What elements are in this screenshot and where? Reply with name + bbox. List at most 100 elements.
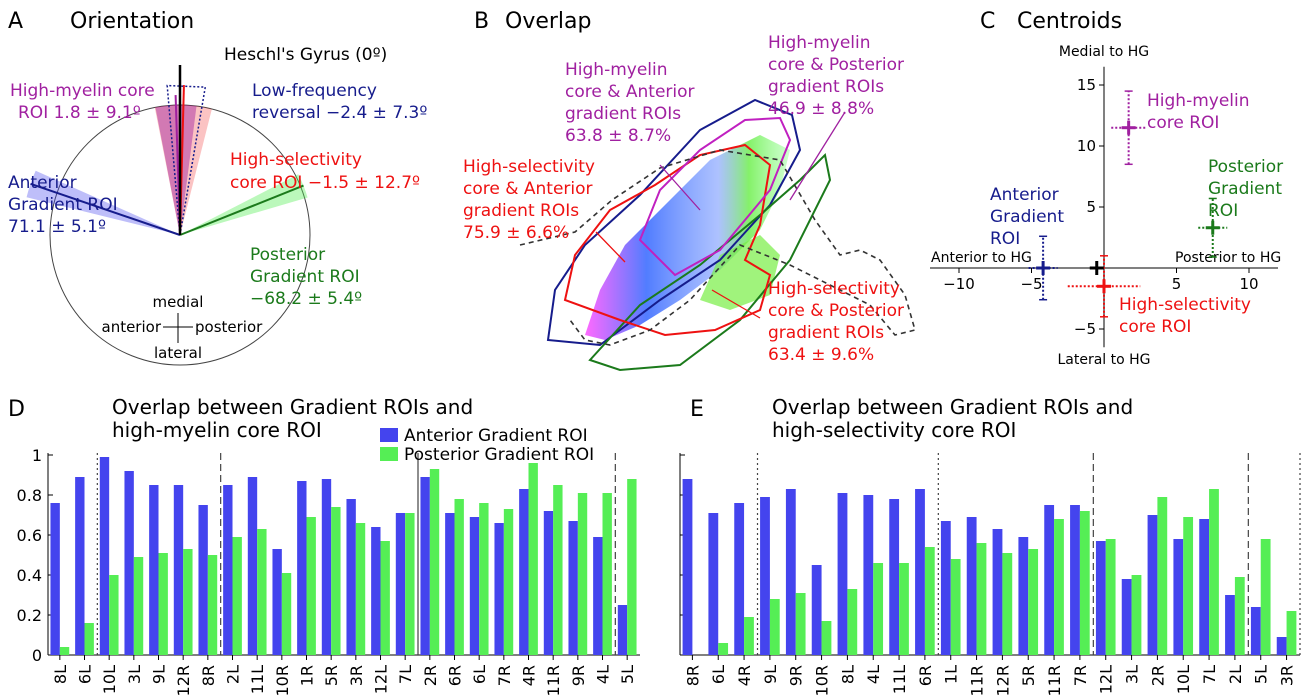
chartD-y-tick-label: 0.6: [17, 526, 42, 545]
leader-selectivity-anterior: [595, 231, 626, 263]
bar-anterior-2R: [1147, 515, 1158, 655]
heschls-gyrus-outline: [519, 149, 916, 346]
bar-posterior-2R: [429, 469, 440, 655]
compass-lateral: lateral: [154, 344, 202, 362]
bar-posterior-8R: [207, 555, 218, 655]
x-tick-label-5R: 5R: [322, 665, 341, 686]
x-tick-label-1L: 1L: [942, 665, 961, 684]
x-tick-label-8L: 8L: [838, 665, 857, 684]
bar-anterior-6R: [445, 513, 455, 655]
x-tick-label-2L: 2L: [1226, 665, 1245, 684]
x-tick-label-12L: 12L: [372, 665, 391, 694]
bar-posterior-9L: [769, 599, 780, 655]
c-posterior-label-2: Gradient: [1208, 179, 1282, 199]
bar-posterior-9R: [577, 493, 588, 655]
panel-b: B Overlap High-myelin core & Anterior gr…: [463, 9, 916, 372]
x-tick-label-3R: 3R: [347, 665, 366, 686]
bar-posterior-3L: [133, 557, 144, 655]
bar-anterior-3L: [124, 471, 134, 655]
bar-posterior-3R: [355, 523, 366, 655]
x-tick-label-7L: 7L: [396, 665, 415, 684]
lateral-to-hg: Lateral to HG: [1057, 352, 1150, 368]
myelin-posterior-4: 46.9 ± 8.8%: [768, 99, 874, 119]
myelin-label-1: High-myelin core: [10, 81, 155, 101]
c-anterior-label-1: Anterior: [990, 185, 1059, 205]
bar-posterior-5L: [627, 479, 637, 655]
bar-anterior-12R: [992, 529, 1003, 655]
lowfreq-label-2: reversal −2.4 ± 7.3º: [252, 103, 427, 123]
x-tick-label-11R: 11R: [1045, 665, 1064, 696]
chartD-y-tick-label: 1: [32, 446, 42, 465]
bar-anterior-4R: [734, 503, 745, 655]
selectivity-core-outline: [563, 143, 772, 337]
bar-posterior-9R: [795, 593, 806, 655]
bar-posterior-4R: [744, 617, 754, 655]
bar-posterior-6L: [84, 623, 94, 655]
c-selectivity-label-2: core ROI: [1119, 317, 1191, 337]
x-tick-label-2L: 2L: [224, 665, 243, 684]
x-tick-label-11R: 11R: [544, 665, 563, 696]
bar-posterior-11L: [899, 563, 909, 655]
bar-posterior-7L: [405, 513, 415, 655]
leader-myelin-anterior: [659, 164, 701, 211]
panel-e: E Overlap between Gradient ROIs and high…: [679, 395, 1301, 696]
legend-label-anterior: Anterior Gradient ROI: [404, 426, 588, 446]
bar-posterior-3L: [1131, 575, 1142, 655]
compass-anterior: anterior: [102, 318, 162, 336]
x-tick-label-2R: 2R: [1148, 665, 1167, 686]
posterior-angle-line: [179, 184, 304, 236]
anterior-label-2: Gradient ROI: [8, 195, 118, 215]
compass-posterior: posterior: [195, 318, 263, 336]
bar-chart-d: 0 0.2 0.4 0.6 0.8 1 8L 6L 10L 3L 9L 12R 8R 2L 11L 10R 1R…: [17, 446, 640, 696]
posterior-label-1: Posterior: [250, 245, 325, 265]
bar-anterior-9L: [760, 497, 770, 655]
x-tick-label-12R: 12R: [993, 665, 1012, 696]
x-tick-label-3L: 3L: [125, 665, 144, 684]
bar-posterior-8L: [59, 647, 70, 655]
x-tick-label-6L: 6L: [470, 665, 489, 684]
myelin-anterior-2: core & Anterior: [565, 82, 695, 102]
x-tick-label-10R: 10R: [813, 665, 832, 696]
bar-posterior-12R: [183, 549, 193, 655]
c-y-tick-label: 5: [1086, 198, 1096, 216]
bar-posterior-2L: [1234, 577, 1245, 655]
compass-medial: medial: [153, 293, 204, 311]
orientation-wedges: [26, 65, 308, 236]
bar-posterior-5R: [1028, 549, 1039, 655]
bar-anterior-9R: [568, 521, 578, 655]
x-tick-label-4R: 4R: [735, 665, 754, 686]
c-y-tick-label: 10: [1077, 137, 1096, 155]
bar-posterior-3R: [1286, 611, 1297, 655]
x-tick-label-8R: 8R: [199, 665, 218, 686]
bar-anterior-3R: [1276, 637, 1287, 655]
c-myelin-label-1: High-myelin: [1147, 91, 1250, 111]
bar-anterior-10R: [811, 565, 822, 655]
anterior-label-3: 71.1 ± 5.1º: [8, 217, 106, 237]
bar-anterior-6R: [915, 489, 925, 655]
bar-anterior-8R: [198, 505, 208, 655]
bar-anterior-9L: [149, 485, 159, 655]
anterior-sd-wedge: [26, 170, 180, 235]
bar-anterior-6L: [75, 477, 85, 655]
x-tick-label-10R: 10R: [273, 665, 292, 696]
bar-anterior-7R: [1070, 505, 1080, 655]
legend-swatch-anterior: [380, 428, 398, 442]
chartD-y-tick-label: 0.2: [17, 606, 42, 625]
bar-anterior-1L: [940, 521, 951, 655]
medial-to-hg: Medial to HG: [1059, 44, 1149, 60]
panel-d-letter: D: [8, 397, 25, 422]
bar-anterior-10L: [1173, 539, 1184, 655]
panel-d-title-1: Overlap between Gradient ROIs and: [112, 395, 473, 419]
bar-posterior-10R: [821, 621, 832, 655]
chartD-y-tick-label: 0: [32, 646, 42, 665]
selectivity-anterior-1: High-selectivity: [463, 157, 595, 177]
x-tick-label-8R: 8R: [683, 665, 702, 686]
bar-anterior-4R: [519, 489, 529, 655]
selectivity-posterior-3: gradient ROIs: [768, 323, 884, 343]
selectivity-posterior-2: core & Posterior: [768, 301, 904, 321]
bar-anterior-3R: [346, 499, 356, 655]
x-tick-label-11L: 11L: [890, 665, 909, 694]
selectivity-posterior-1: High-selectivity: [768, 279, 900, 299]
panel-c-title: Centroids: [1017, 9, 1122, 34]
